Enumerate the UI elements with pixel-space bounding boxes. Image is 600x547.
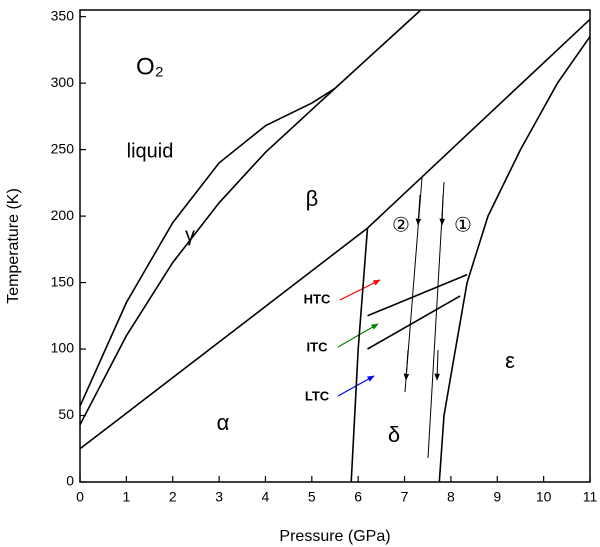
annotation: LTC xyxy=(305,388,330,403)
y-tick-label: 150 xyxy=(51,273,75,289)
x-tick-label: 3 xyxy=(215,489,223,505)
path-2-arrow xyxy=(403,349,410,381)
annotation: γ xyxy=(185,224,195,246)
x-tick-label: 10 xyxy=(536,489,552,505)
x-tick-label: 1 xyxy=(122,489,130,505)
phase-boundary xyxy=(438,36,591,483)
y-axis-title: Temperature (K) xyxy=(5,188,22,304)
path-1 xyxy=(427,181,445,459)
phase-boundary xyxy=(334,9,422,89)
path-1-arrow xyxy=(439,194,446,226)
annotation: O₂ xyxy=(136,53,164,80)
x-tick-label: 7 xyxy=(401,489,409,505)
y-tick-label: 300 xyxy=(51,74,75,90)
x-tick-label: 5 xyxy=(308,489,316,505)
x-tick-label: 4 xyxy=(262,489,270,505)
phase-boundary xyxy=(367,273,468,317)
annotation: δ xyxy=(388,422,400,447)
x-axis-title: Pressure (GPa) xyxy=(279,528,390,545)
x-tick-label: 0 xyxy=(76,489,84,505)
annotation: ITC xyxy=(307,339,329,354)
annotation: HTC xyxy=(304,291,331,306)
plot-frame xyxy=(79,9,591,483)
y-tick-label: 250 xyxy=(51,140,75,156)
y-tick-label: 200 xyxy=(51,207,75,223)
y-tick-label: 50 xyxy=(58,406,74,422)
annotation: β xyxy=(306,186,319,211)
annotation: ε xyxy=(505,348,515,373)
annotation: liquid xyxy=(127,140,174,162)
x-tick-label: 2 xyxy=(169,489,177,505)
y-tick-label: 100 xyxy=(51,340,75,356)
y-tick-label: 350 xyxy=(51,7,75,23)
path-2-arrow xyxy=(415,194,422,226)
phase-boundary xyxy=(367,295,461,350)
phase-boundary xyxy=(79,18,591,450)
phase-boundary xyxy=(79,87,336,426)
itc-arrow xyxy=(337,323,379,348)
x-tick-label: 9 xyxy=(493,489,501,505)
x-tick-label: 11 xyxy=(583,489,598,505)
phase-boundary xyxy=(79,87,336,407)
htc-arrow xyxy=(339,279,381,301)
annotation: α xyxy=(217,410,230,435)
path-1-arrow xyxy=(434,349,441,381)
x-tick-label: 6 xyxy=(354,489,362,505)
x-tick-label: 8 xyxy=(447,489,455,505)
phase-boundary xyxy=(350,228,369,483)
y-tick-label: 0 xyxy=(66,473,74,489)
annotation: ② xyxy=(392,214,410,236)
annotation: ① xyxy=(454,214,472,236)
